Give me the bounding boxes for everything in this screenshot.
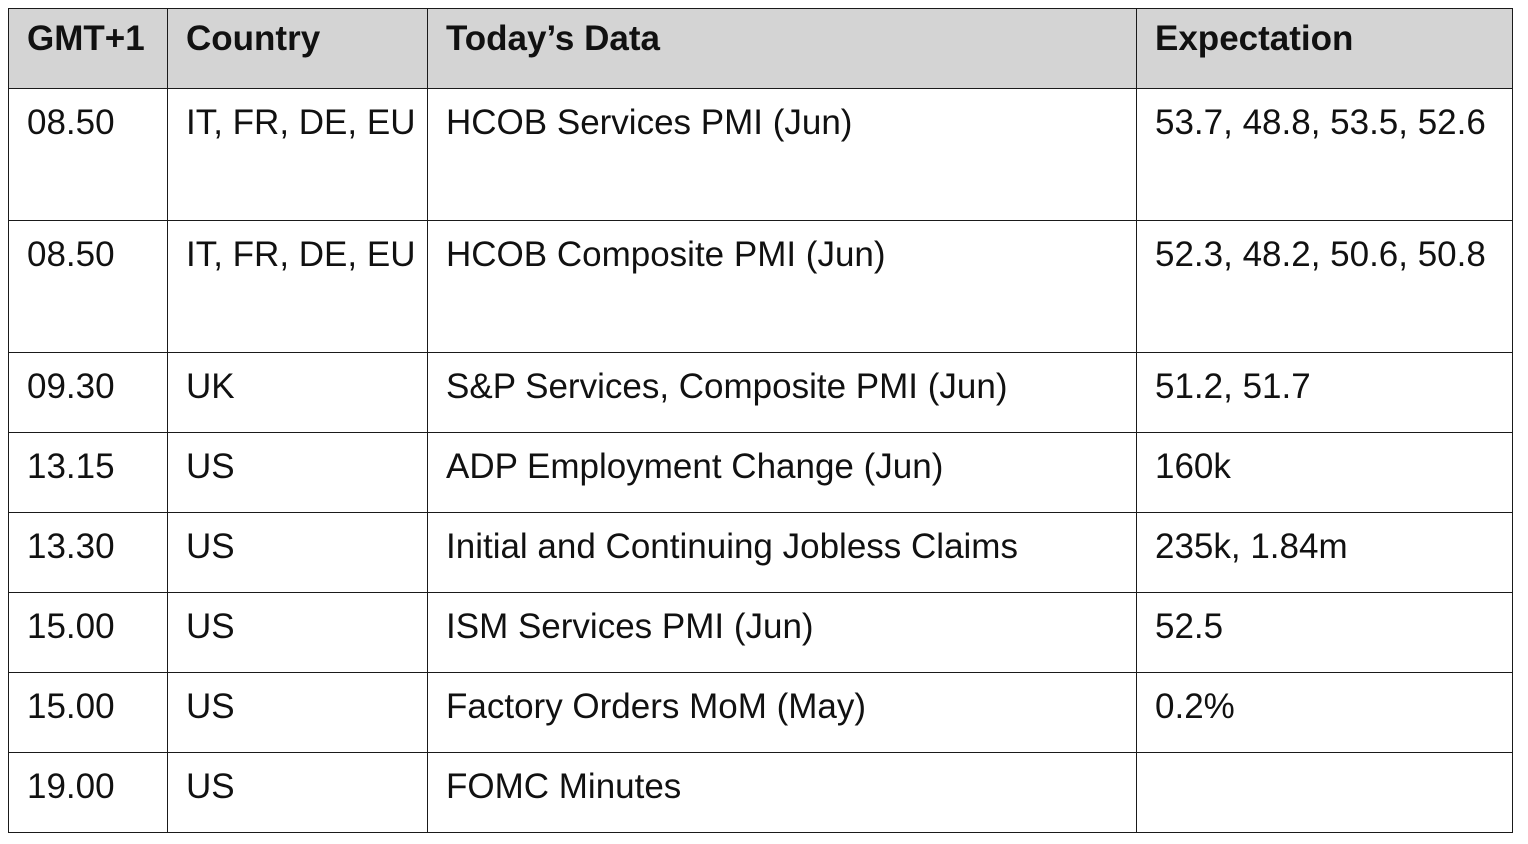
country-cell: US xyxy=(167,432,428,513)
table-row: 15.00 US ISM Services PMI (Jun) 52.5 xyxy=(8,592,1513,673)
time-cell: 15.00 xyxy=(8,592,168,673)
expectation-cell: 52.5 xyxy=(1136,592,1513,673)
table-header: GMT+1 Country Today’s Data Expectation xyxy=(8,8,1513,89)
data-cell: ISM Services PMI (Jun) xyxy=(427,592,1137,673)
expectation-value: 53.7, 48.8, 53.5, 52.6 xyxy=(1155,103,1486,142)
header-time: GMT+1 xyxy=(8,8,168,89)
country-cell: US xyxy=(167,592,428,673)
table-row: 09.30 UK S&P Services, Composite PMI (Ju… xyxy=(8,352,1513,433)
data-cell: FOMC Minutes xyxy=(427,752,1137,833)
time-cell: 15.00 xyxy=(8,672,168,753)
expectation-cell: 160k xyxy=(1136,432,1513,513)
country-cell: US xyxy=(167,512,428,593)
header-todays-data: Today’s Data xyxy=(427,8,1137,89)
table-row: 13.30 US Initial and Continuing Jobless … xyxy=(8,512,1513,593)
table-row: 08.50 IT, FR, DE, EU HCOB Services PMI (… xyxy=(8,88,1513,221)
expectation-cell: 52.3, 48.2, 50.6, 50.8 xyxy=(1136,220,1513,353)
table-row: 15.00 US Factory Orders MoM (May) 0.2% xyxy=(8,672,1513,753)
table-row: 19.00 US FOMC Minutes xyxy=(8,752,1513,833)
economic-calendar-table: GMT+1 Country Today’s Data Expectation 0… xyxy=(8,8,1513,833)
header-expectation: Expectation xyxy=(1136,8,1513,89)
data-cell: HCOB Services PMI (Jun) xyxy=(427,88,1137,221)
data-cell: S&P Services, Composite PMI (Jun) xyxy=(427,352,1137,433)
data-cell: ADP Employment Change (Jun) xyxy=(427,432,1137,513)
expectation-cell: 235k, 1.84m xyxy=(1136,512,1513,593)
country-cell: US xyxy=(167,672,428,753)
data-cell: Factory Orders MoM (May) xyxy=(427,672,1137,753)
expectation-cell: 51.2, 51.7 xyxy=(1136,352,1513,433)
country-cell: US xyxy=(167,752,428,833)
header-row: GMT+1 Country Today’s Data Expectation xyxy=(8,8,1513,89)
header-country: Country xyxy=(167,8,428,89)
table-row: 13.15 US ADP Employment Change (Jun) 160… xyxy=(8,432,1513,513)
data-cell: Initial and Continuing Jobless Claims xyxy=(427,512,1137,593)
time-cell: 13.15 xyxy=(8,432,168,513)
time-cell: 09.30 xyxy=(8,352,168,433)
table-body: 08.50 IT, FR, DE, EU HCOB Services PMI (… xyxy=(8,88,1513,833)
country-cell: IT, FR, DE, EU xyxy=(167,220,428,353)
country-cell: UK xyxy=(167,352,428,433)
time-cell: 13.30 xyxy=(8,512,168,593)
time-cell: 08.50 xyxy=(8,88,168,221)
data-cell: HCOB Composite PMI (Jun) xyxy=(427,220,1137,353)
time-cell: 19.00 xyxy=(8,752,168,833)
table-row: 08.50 IT, FR, DE, EU HCOB Composite PMI … xyxy=(8,220,1513,353)
expectation-cell: 53.7, 48.8, 53.5, 52.6 xyxy=(1136,88,1513,221)
time-cell: 08.50 xyxy=(8,220,168,353)
expectation-value: 52.3, 48.2, 50.6, 50.8 xyxy=(1155,235,1486,274)
expectation-cell: 0.2% xyxy=(1136,672,1513,753)
country-cell: IT, FR, DE, EU xyxy=(167,88,428,221)
expectation-cell xyxy=(1136,752,1513,833)
